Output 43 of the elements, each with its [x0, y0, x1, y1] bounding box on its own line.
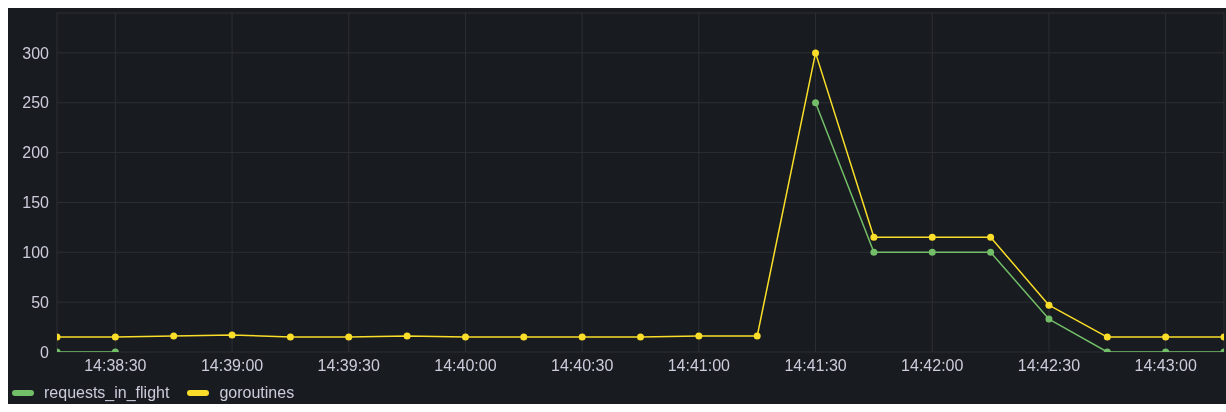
- x-tick-label: 14:39:30: [317, 357, 380, 375]
- x-tick-label: 14:42:00: [901, 357, 964, 375]
- point: [286, 333, 294, 341]
- point: [987, 233, 995, 241]
- x-tick-label: 14:39:00: [200, 357, 264, 375]
- x-tick-label: 14:40:30: [551, 357, 614, 375]
- point: [1045, 301, 1053, 309]
- legend-label: requests_in_flight: [44, 384, 170, 402]
- point: [345, 333, 353, 341]
- point: [812, 49, 820, 57]
- x-tick-label: 14:42:30: [1017, 357, 1081, 375]
- point: [870, 233, 878, 241]
- point: [111, 333, 119, 341]
- x-tick-label: 14:43:00: [1134, 357, 1197, 375]
- point: [1162, 333, 1170, 341]
- x-tick-label: 14:38:30: [84, 357, 147, 375]
- y-tick-label: 50: [31, 293, 50, 311]
- point: [461, 333, 469, 341]
- x-tick-label: 14:41:30: [784, 357, 847, 375]
- point: [403, 332, 411, 340]
- y-tick-label: 200: [22, 144, 50, 162]
- x-tick-label: 14:41:00: [667, 357, 731, 375]
- y-tick-label: 300: [22, 44, 50, 62]
- point: [870, 248, 878, 256]
- point: [928, 248, 936, 256]
- point: [637, 333, 644, 341]
- point: [987, 248, 995, 256]
- y-tick-label: 100: [22, 243, 50, 261]
- point: [1045, 315, 1053, 323]
- y-tick-label: 250: [22, 94, 50, 112]
- point: [753, 332, 761, 340]
- point: [228, 331, 236, 339]
- x-tick-label: 14:40:00: [434, 357, 497, 375]
- point: [170, 332, 178, 340]
- legend-label: goroutines: [219, 384, 295, 402]
- point: [812, 99, 820, 107]
- point: [928, 233, 936, 241]
- point: [520, 333, 528, 341]
- point: [578, 333, 586, 341]
- y-tick-label: 0: [40, 343, 50, 361]
- point: [1103, 333, 1111, 341]
- point: [695, 332, 703, 340]
- y-tick-label: 150: [22, 194, 50, 212]
